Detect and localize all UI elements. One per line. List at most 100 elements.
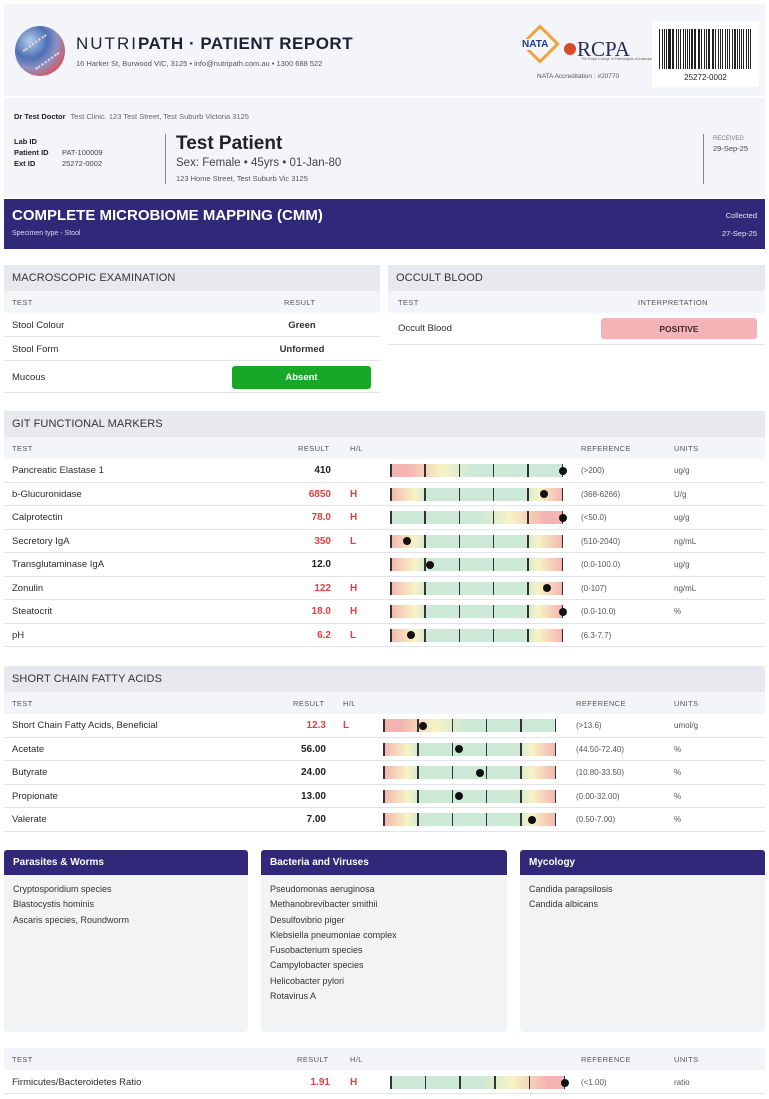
range-tick xyxy=(485,742,488,756)
table-header-row: TEST RESULT H/L REFERENCE UNITS xyxy=(4,1048,765,1070)
brand-name-bold: PATH xyxy=(137,34,184,53)
card-title: Bacteria and Viruses xyxy=(261,850,507,875)
test-name: Occult Blood xyxy=(398,323,452,334)
range-tick xyxy=(390,558,392,571)
range-tick xyxy=(458,628,461,642)
barcode-bar xyxy=(726,29,729,69)
card-title: Parasites & Worms xyxy=(4,850,248,875)
flag-low: L xyxy=(350,629,357,641)
range-bar xyxy=(383,813,556,826)
barcode-bar xyxy=(705,29,707,69)
flag-low: L xyxy=(350,535,357,547)
table-row: Propionate 13.00 (0.00-32.00)% xyxy=(4,785,765,808)
divider xyxy=(165,134,166,184)
test-result: 6.2 xyxy=(317,629,331,641)
table-row: Stool Form Unformed xyxy=(4,337,380,361)
test-name: pH xyxy=(12,629,25,641)
test-result: 56.00 xyxy=(300,743,326,755)
barcode-bar xyxy=(689,29,691,69)
flag-low: L xyxy=(343,720,350,731)
table-row: Zonulin 122 H (0-107) ng/mL xyxy=(4,577,765,600)
range-tick xyxy=(383,813,385,826)
organism-item: Rotavirus A xyxy=(270,991,317,1002)
barcode-bar xyxy=(697,29,699,69)
rcpa-label: RCPA xyxy=(577,37,630,61)
range-tick xyxy=(451,789,454,803)
range-tick xyxy=(485,719,488,732)
range-bar xyxy=(390,1076,569,1089)
card-items: Cryptosporidium species Blastocystis homi… xyxy=(4,875,248,928)
table-row: Transglutaminase IgA 12.0 (0.0-100.0) ug/g xyxy=(4,553,765,577)
units: % xyxy=(674,815,682,824)
reference-range: (0.0-100.0) xyxy=(581,560,621,569)
range-tick xyxy=(485,789,488,803)
test-name: Steatocrit xyxy=(12,606,53,617)
reference-range: (6.3-7.7) xyxy=(581,630,612,640)
patient-id-value: PAT-100009 xyxy=(62,148,103,157)
scfa-section-title: SHORT CHAIN FATTY ACIDS xyxy=(4,666,765,692)
table-row: Occult Blood POSITIVE xyxy=(388,313,765,345)
result-marker xyxy=(455,745,464,753)
reference-range: (<1.00) xyxy=(581,1078,607,1087)
table-row: Firmicutes/Bacteroidetes Ratio 1.91 H (<1.0… xyxy=(4,1070,765,1094)
col-reference: REFERENCE xyxy=(581,444,631,453)
barcode-bar xyxy=(685,29,686,69)
range-tick xyxy=(554,789,556,803)
barcode-bar xyxy=(729,29,730,69)
result-marker xyxy=(455,792,464,800)
barcode-bar xyxy=(724,29,726,69)
rcpa-subtitle: The Royal College of Pathologists of Aus… xyxy=(581,57,656,61)
range-tick xyxy=(390,464,392,477)
barcode-bar xyxy=(711,29,713,69)
units: U/g xyxy=(674,489,687,499)
table-row: Acetate 56.00 (44.50-72.40)% xyxy=(4,738,765,761)
reference-range: (0.0-10.0) xyxy=(581,607,616,616)
collected-label: Collected xyxy=(725,211,757,220)
title-separator: · xyxy=(183,34,201,53)
barcode: 25272-0002 xyxy=(652,21,759,87)
range-tick xyxy=(417,742,419,756)
range-tick xyxy=(451,766,454,779)
col-test: TEST xyxy=(12,699,33,708)
macroscopic-section-title: MACROSCOPIC EXAMINATION xyxy=(4,265,380,291)
range-bar xyxy=(390,534,563,548)
col-test: TEST xyxy=(12,298,33,307)
flag-high: H xyxy=(350,488,358,500)
range-tick xyxy=(527,558,529,571)
test-name: Pancreatic Elastase 1 xyxy=(12,465,104,476)
git-section-title: GIT FUNCTIONAL MARKERS xyxy=(4,411,765,437)
result-marker xyxy=(559,607,567,616)
range-tick xyxy=(451,742,454,756)
barcode-bar xyxy=(707,29,710,69)
reference-range: (44.50-72.40) xyxy=(576,744,625,754)
test-result: 7.00 xyxy=(306,814,326,825)
test-title: COMPLETE MICROBIOME MAPPING (CMM) xyxy=(12,207,323,224)
table-row: pH 6.2 L (6.3-7.7) xyxy=(4,624,765,647)
test-name: Mucous xyxy=(12,372,46,383)
patient-address: 123 Home Street, Test Suburb Vic 3125 xyxy=(176,174,308,183)
test-name: Propionate xyxy=(12,790,58,802)
range-tick xyxy=(527,487,529,501)
range-tick xyxy=(554,742,556,756)
units: ratio xyxy=(674,1078,690,1087)
result-marker xyxy=(543,584,552,592)
organism-item: Candida parapsilosis xyxy=(529,884,613,894)
barcode-bar xyxy=(664,29,665,69)
test-name: Valerate xyxy=(12,814,47,825)
nata-logo-icon: NATA xyxy=(520,24,560,66)
reference-range: (0.50-7.00) xyxy=(576,815,616,824)
barcode-bar xyxy=(699,29,700,69)
units: ug/g xyxy=(674,560,690,569)
units: umol/g xyxy=(674,721,699,730)
result-marker xyxy=(539,490,548,498)
barcode-bar xyxy=(743,29,745,69)
range-tick xyxy=(520,742,522,756)
reference-range: (10.80-33.50) xyxy=(576,768,625,777)
range-tick xyxy=(492,511,495,524)
received-date: 29-Sep-25 xyxy=(713,144,749,153)
test-result: 13.00 xyxy=(300,790,326,802)
range-tick xyxy=(424,558,426,571)
organism-item: Klebsiella pneumoniae complex xyxy=(270,929,397,940)
barcode-bar xyxy=(720,29,721,69)
barcode-bar xyxy=(694,29,696,69)
